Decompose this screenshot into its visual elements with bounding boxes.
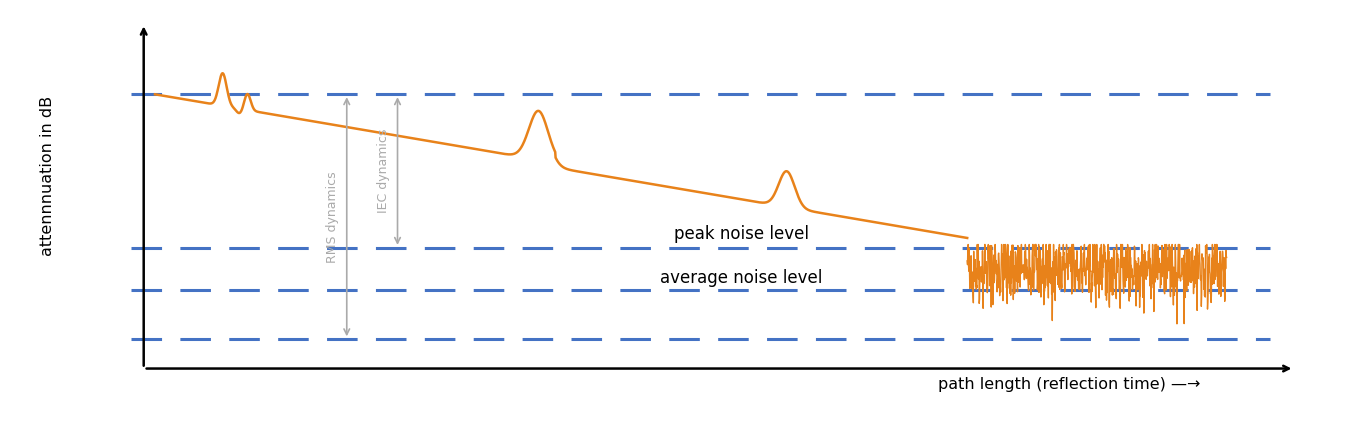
Text: average noise level: average noise level bbox=[661, 269, 822, 287]
Text: path length (reflection time) —→: path length (reflection time) —→ bbox=[938, 377, 1199, 392]
Text: RMS dynamics: RMS dynamics bbox=[326, 171, 339, 262]
Text: peak noise level: peak noise level bbox=[674, 225, 809, 243]
Text: IEC dynamics: IEC dynamics bbox=[377, 129, 389, 213]
Text: attennnuation in dB: attennnuation in dB bbox=[40, 96, 55, 256]
